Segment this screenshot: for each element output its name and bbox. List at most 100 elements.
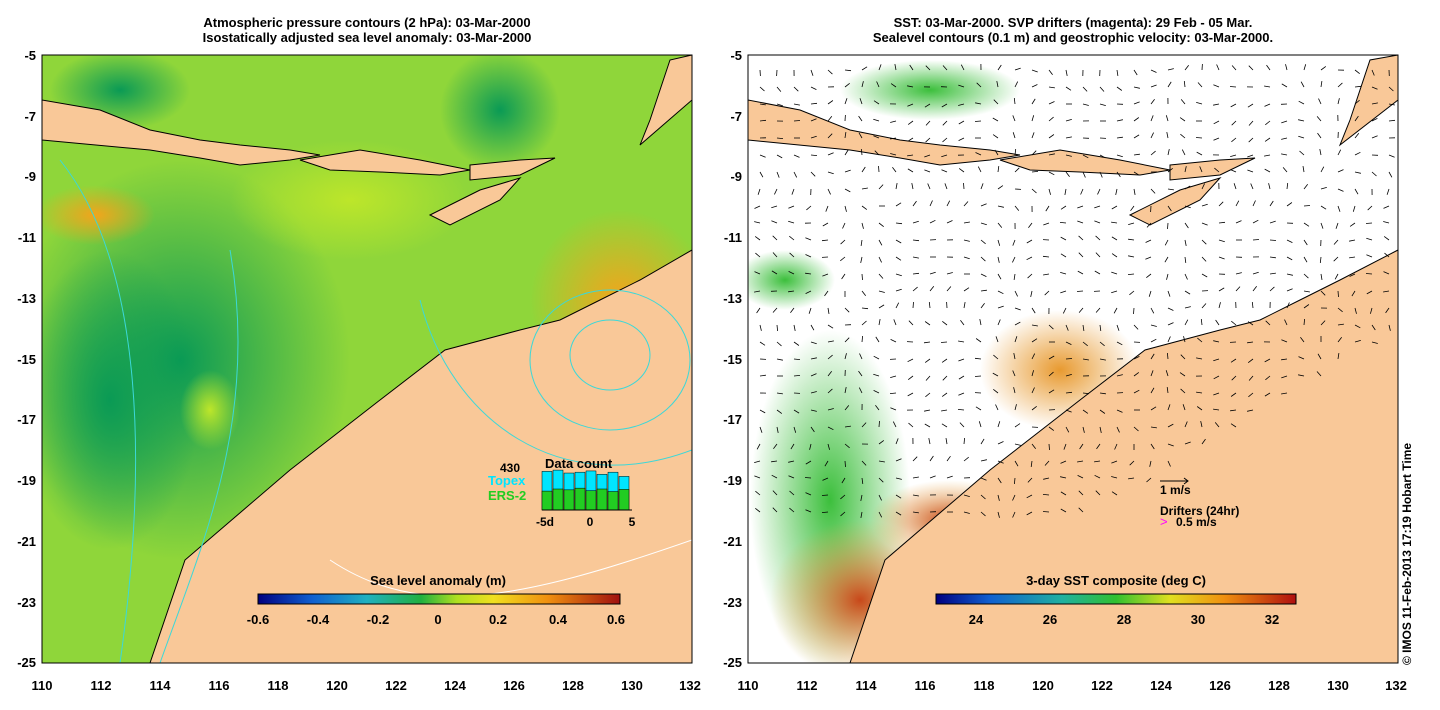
velocity-arrow xyxy=(754,271,761,275)
velocity-arrow xyxy=(878,222,884,228)
velocity-arrow xyxy=(1388,86,1394,92)
velocity-arrow xyxy=(1333,239,1339,245)
velocity-arrow xyxy=(1099,392,1106,395)
velocity-arrow xyxy=(1371,118,1378,122)
velocity-arrow xyxy=(1082,409,1089,414)
lon-label: 132 xyxy=(1385,678,1407,693)
velocity-arrow xyxy=(1060,460,1067,464)
velocity-arrow xyxy=(1060,236,1067,241)
copyright-text: © IMOS 11-Feb-2013 17:19 Hobart Time xyxy=(1400,442,1414,665)
velocity-arrow xyxy=(1383,271,1390,275)
velocity-arrow xyxy=(776,358,783,361)
velocity-arrow xyxy=(1317,353,1322,360)
velocity-arrow xyxy=(1048,355,1055,360)
lon-label: 124 xyxy=(444,678,466,693)
indonesia-islands-right xyxy=(748,99,1021,166)
velocity-arrow xyxy=(827,426,834,431)
velocity-arrow xyxy=(992,117,999,122)
velocity-arrow xyxy=(810,324,815,331)
velocity-arrow xyxy=(1247,409,1254,412)
velocity-arrow xyxy=(789,507,795,513)
velocity-arrow xyxy=(1014,167,1020,173)
velocity-arrow xyxy=(942,65,948,71)
velocity-arrow xyxy=(1388,154,1395,158)
velocity-arrow xyxy=(892,421,897,428)
velocity-arrow xyxy=(1371,341,1378,344)
velocity-arrow xyxy=(1094,460,1101,463)
lat-label: -19 xyxy=(17,473,36,488)
velocity-arrow xyxy=(1116,69,1119,76)
velocity-arrow xyxy=(773,443,778,450)
velocity-arrow xyxy=(1365,222,1373,224)
velocity-arrow xyxy=(1167,68,1174,71)
velocity-arrow xyxy=(1180,388,1186,394)
velocity-arrow xyxy=(876,81,880,88)
velocity-arrow xyxy=(924,423,931,428)
velocity-arrow xyxy=(925,120,931,126)
lat-label: -25 xyxy=(723,655,742,670)
velocity-arrow xyxy=(759,324,762,331)
velocity-arrow xyxy=(873,355,880,360)
data-count-max: 430 xyxy=(500,461,520,475)
velocity-arrow xyxy=(1048,371,1054,377)
velocity-arrow xyxy=(861,222,864,229)
velocity-arrow xyxy=(1251,301,1254,309)
velocity-arrow xyxy=(1286,202,1293,207)
velocity-arrow xyxy=(1213,120,1220,125)
velocity-arrow xyxy=(1265,375,1271,381)
velocity-arrow xyxy=(1150,84,1157,88)
velocity-arrow xyxy=(844,443,850,449)
velocity-arrow xyxy=(1266,64,1271,71)
velocity-arrow xyxy=(974,375,982,377)
velocity-arrow xyxy=(1214,167,1220,173)
velocity-arrow xyxy=(946,475,953,479)
velocity-arrow xyxy=(997,185,1004,190)
velocity-arrow xyxy=(978,421,982,428)
velocity-arrow xyxy=(1247,169,1254,173)
velocity-arrow xyxy=(827,100,834,105)
velocity-arrow xyxy=(979,319,982,326)
lat-label: -13 xyxy=(17,291,36,306)
velocity-arrow xyxy=(1116,374,1123,377)
velocity-arrow xyxy=(1252,219,1259,224)
australia-landmass-left xyxy=(149,249,692,663)
velocity-arrow xyxy=(892,166,897,173)
velocity-arrow xyxy=(776,426,779,433)
velocity-arrow xyxy=(1048,443,1050,451)
velocity-arrow xyxy=(793,103,800,106)
velocity-arrow xyxy=(1031,69,1038,73)
velocity-arrow xyxy=(1097,188,1101,195)
velocity-arrow xyxy=(861,290,867,296)
velocity-arrow xyxy=(1303,205,1311,207)
velocity-arrow xyxy=(1116,86,1123,91)
velocity-arrow xyxy=(1166,273,1169,280)
velocity-arrow xyxy=(844,460,846,468)
velocity-arrow xyxy=(1082,154,1089,159)
velocity-arrow xyxy=(1302,166,1305,173)
velocity-arrow xyxy=(1281,358,1288,361)
velocity-arrow xyxy=(878,256,882,263)
velocity-arrow xyxy=(793,341,800,346)
sst-tick: 26 xyxy=(1043,612,1057,627)
velocity-arrow xyxy=(1269,286,1275,292)
velocity-arrow xyxy=(1213,103,1220,106)
lon-label: 112 xyxy=(91,678,112,693)
velocity-arrow xyxy=(895,494,902,499)
velocity-arrow xyxy=(1048,101,1055,105)
velocity-arrow xyxy=(1384,252,1390,258)
velocity-arrow xyxy=(1303,290,1310,293)
velocity-arrow xyxy=(925,392,931,398)
velocity-arrow xyxy=(844,405,850,411)
velocity-arrow xyxy=(1133,117,1140,122)
velocity-arrow xyxy=(878,273,884,279)
lon-label: 124 xyxy=(1150,678,1172,693)
velocity-arrow xyxy=(960,64,965,71)
velocity-arrow xyxy=(772,507,778,513)
velocity-arrow xyxy=(1337,323,1344,326)
velocity-arrow xyxy=(844,353,847,360)
velocity-arrow xyxy=(1385,307,1390,314)
velocity-arrow xyxy=(980,289,987,292)
velocity-arrow xyxy=(1111,460,1118,464)
velocity-arrow xyxy=(875,404,880,411)
velocity-arrow xyxy=(980,511,986,517)
